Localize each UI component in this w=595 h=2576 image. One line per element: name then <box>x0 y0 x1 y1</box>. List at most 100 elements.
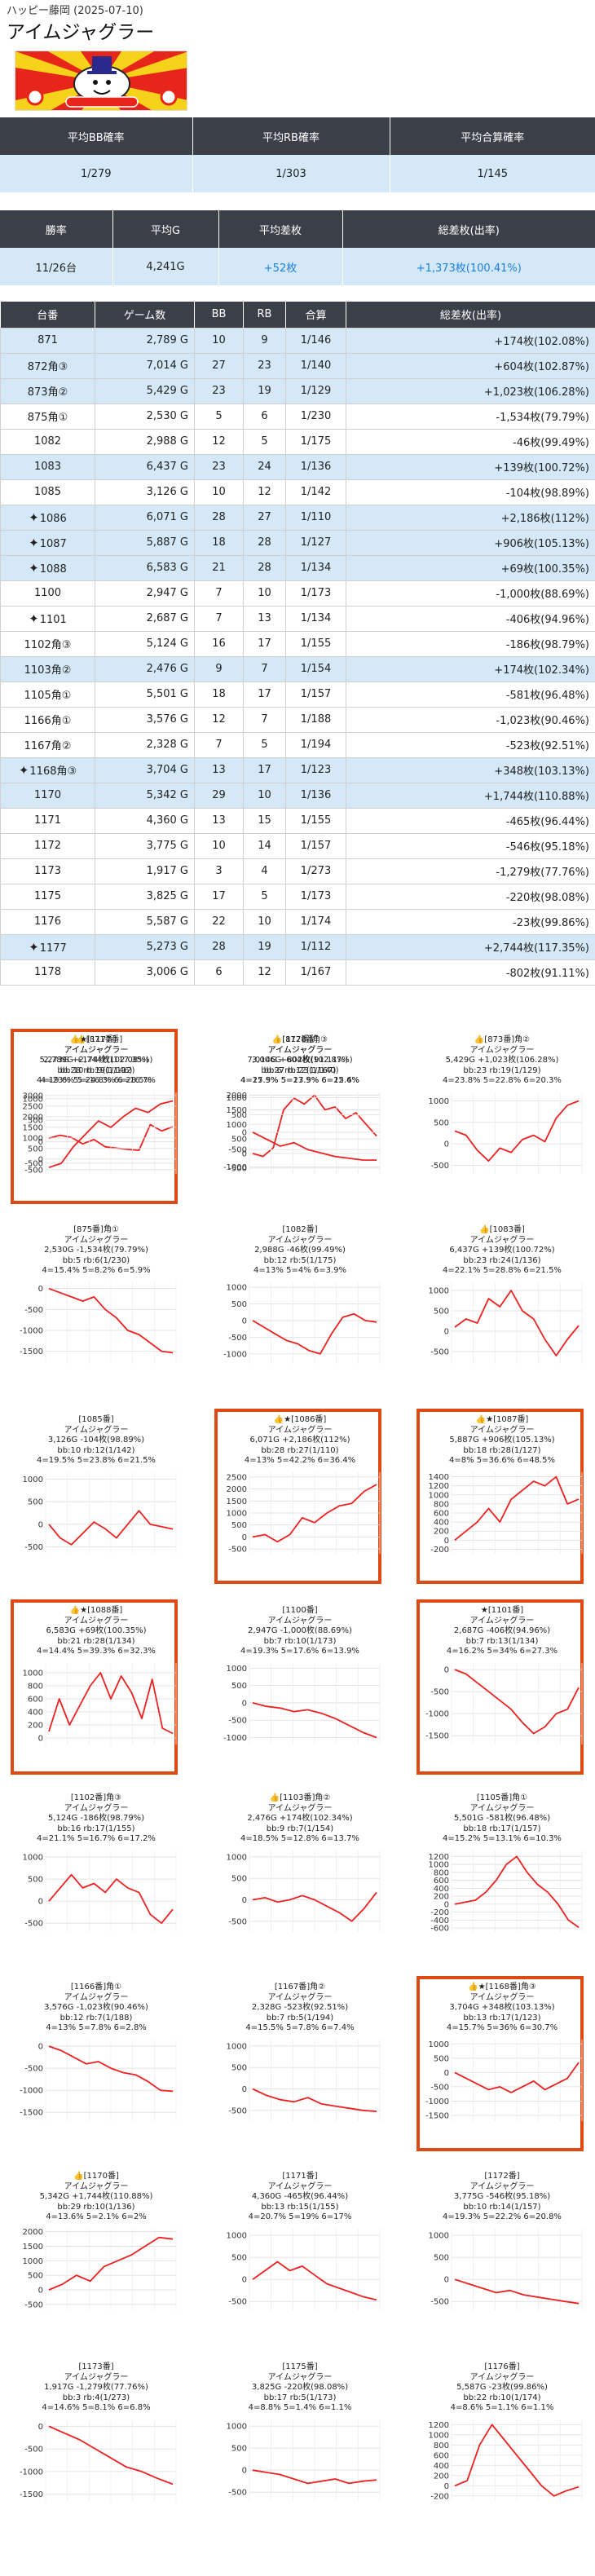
machine-number-cell-text: 1178 <box>33 966 62 978</box>
y-tick-label: 1200 <box>429 1482 449 1491</box>
win-rate-header: 勝率 <box>0 210 113 248</box>
y-tick-label: -500 <box>228 2489 247 2498</box>
series-line <box>252 1702 377 1739</box>
diff-cell-text: -186枚(98.79%) <box>505 639 589 651</box>
total-cell: 1/129 <box>285 377 346 404</box>
y-tick-label: -500 <box>228 1717 247 1726</box>
series-line <box>252 1484 377 1543</box>
bb-cell: 21 <box>194 554 244 581</box>
chart-info-line: bb:9 rb:7(1/154) <box>266 1824 334 1833</box>
chart-caption: [875番]角① アイムジャグラー 2,530G -1,534枚(79.79%) bb… <box>7 1225 186 1277</box>
machine-chart: [1105番]角① アイムジャグラー 5,501G -581枚(96.48%) bb:… <box>412 1787 595 1962</box>
rb-cell: 19 <box>243 933 286 960</box>
games-cell: 2,687 G <box>95 605 195 632</box>
chart-title: [1178番] <box>210 1035 390 1046</box>
y-tick-label: -500 <box>430 2298 449 2307</box>
machine-number-cell-text: 1101 <box>39 613 67 626</box>
total-cell: 1/146 <box>285 327 346 354</box>
chart-title-text: [1088番] <box>87 1606 123 1615</box>
total-cell: 1/175 <box>285 428 346 455</box>
rb-cell: 12 <box>243 479 286 505</box>
series-line <box>454 1855 580 1928</box>
rb-cell-text: 5 <box>261 890 268 902</box>
machine-number-cell: 1082 <box>0 428 95 455</box>
chart-title: [1102番]角③ <box>7 1793 186 1804</box>
total-cell: 1/136 <box>285 453 346 480</box>
chart-caption: [1082番] アイムジャグラー 2,988G -46枚(99.49%) bb:12 … <box>210 1225 390 1277</box>
series-line <box>252 2088 377 2112</box>
rb-cell-text: 7 <box>261 713 268 726</box>
y-tick-label: 500 <box>231 2254 247 2263</box>
chart-title-text: [875番]角① <box>73 1225 119 1234</box>
slump-line-chart: 1000 500 0 -500 <box>23 1472 177 1554</box>
chart-title-text: [1177番] <box>87 1035 123 1044</box>
chart-info-line: アイムジャグラー <box>64 1425 129 1435</box>
games-cell: 3,576 G <box>95 706 195 733</box>
rb-cell-text: 5 <box>261 435 268 448</box>
machine-chart: 👍[873番]角② アイムジャグラー 5,429G +1,023枚(106.28%)… <box>412 1029 595 1204</box>
machine-number-cell: 1166角① <box>0 706 95 733</box>
chart-info-line: 6,071G +2,186枚(112%) <box>249 1436 350 1445</box>
series-line <box>252 2261 377 2301</box>
games-cell-text: 6,071 G <box>146 511 188 523</box>
bb-cell-text: 23 <box>212 461 226 473</box>
total-cell-text: 1/173 <box>300 587 332 599</box>
diff-cell-text: +139枚(100.72%) <box>494 462 589 474</box>
chart-info-line: bb:22 rb:10(1/174) <box>463 2393 541 2402</box>
y-tick-label: 0 <box>444 2069 449 2078</box>
y-tick-label: -1500 <box>20 2109 43 2118</box>
chart-info-line: 3,126G -104枚(98.89%) <box>47 1436 145 1445</box>
machine-number-cell: ✦1088 <box>0 554 95 581</box>
chart-info-line: 4=15.7% 5=36% 6=30.7% <box>446 2023 558 2032</box>
slump-line-chart: 1000 500 0 -500 <box>429 1092 583 1174</box>
machine-number-cell: 875角① <box>0 403 95 430</box>
games-cell-text: 3,576 G <box>146 713 188 726</box>
y-tick-label: 1000 <box>429 1861 449 1870</box>
machine-chart: 👍★[1086番] アイムジャグラー 6,071G +2,186枚(112%) bb:… <box>210 1409 408 1584</box>
rb-cell: 10 <box>243 782 286 809</box>
slump-line-chart: 0 -500 -1000 -1500 <box>20 2419 177 2501</box>
games-cell: 5,273 G <box>95 933 195 960</box>
chart-info-line: 4=25.5% 5=17.5% 6=15.4% <box>240 1076 359 1085</box>
diff-cell: +348枚(103.13%) <box>346 756 595 783</box>
thumbs-up-icon: 👍 <box>269 1793 280 1802</box>
table-row: 1175 3,825 G 17 5 1/173 -220枚(98.08%) <box>0 883 595 910</box>
y-tick-label: 0 <box>38 1520 43 1529</box>
chart-caption: 👍★[1086番] アイムジャグラー 6,071G +2,186枚(112%) bb:… <box>210 1415 390 1467</box>
bb-cell-text: 10 <box>212 486 226 498</box>
chart-title: 👍[1103番]角② <box>210 1793 390 1804</box>
slump-line-chart: 1000 500 0 -500 <box>227 1850 381 1932</box>
machine-chart: [1172番] アイムジャグラー 3,775G -546枚(95.18%) bb:10… <box>412 2165 595 2340</box>
chart-info-line: bb:18 rb:17(1/157) <box>463 1824 541 1833</box>
y-tick-label: 1000 <box>23 2257 43 2266</box>
series-line <box>454 2062 580 2093</box>
games-cell-text: 3,775 G <box>146 840 188 852</box>
y-tick-label: -1000 <box>425 2097 449 2106</box>
machine-number-cell: ✦1087 <box>0 529 95 556</box>
machine-number-cell-text: 1102角③ <box>24 639 72 651</box>
sparkle-icon: ✦ <box>29 509 39 525</box>
series-line <box>454 1290 580 1356</box>
bb-cell-text: 10 <box>212 334 226 346</box>
bb-cell-text: 10 <box>212 840 226 852</box>
chart-title: 👍★[1087番] <box>412 1415 592 1426</box>
machine-chart: [1100番] アイムジャグラー 2,947G -1,000枚(88.69%) bb:… <box>210 1599 408 1775</box>
chart-info-line: bb:7 rb:13(1/134) <box>465 1636 539 1646</box>
bb-cell-text: 9 <box>215 663 223 675</box>
chart-info-line: 5,429G +1,023枚(106.28%) <box>445 1056 559 1065</box>
y-tick-label: -1000 <box>425 1710 449 1719</box>
table-row: 1083 6,437 G 23 24 1/136 +139枚(100.72%) <box>0 453 595 480</box>
machine-number-cell: 1172 <box>0 832 95 859</box>
rb-cell-text: 10 <box>258 789 271 801</box>
series-line <box>48 2425 174 2486</box>
rb-cell-text: 10 <box>258 915 271 928</box>
machine-chart: [875番]角① アイムジャグラー 2,530G -1,534枚(79.79%) bb… <box>7 1219 205 1394</box>
y-tick-label: -500 <box>24 2300 43 2309</box>
rb-cell-text: 19 <box>258 385 271 397</box>
series-line <box>252 1312 377 1355</box>
rb-cell-text: 17 <box>258 764 271 776</box>
chart-info-line: 5,887G +906枚(105.13%) <box>449 1436 555 1445</box>
y-tick-label: -500 <box>430 1688 449 1697</box>
total-cell-text: 1/175 <box>300 435 332 448</box>
rb-cell: 7 <box>243 655 286 682</box>
